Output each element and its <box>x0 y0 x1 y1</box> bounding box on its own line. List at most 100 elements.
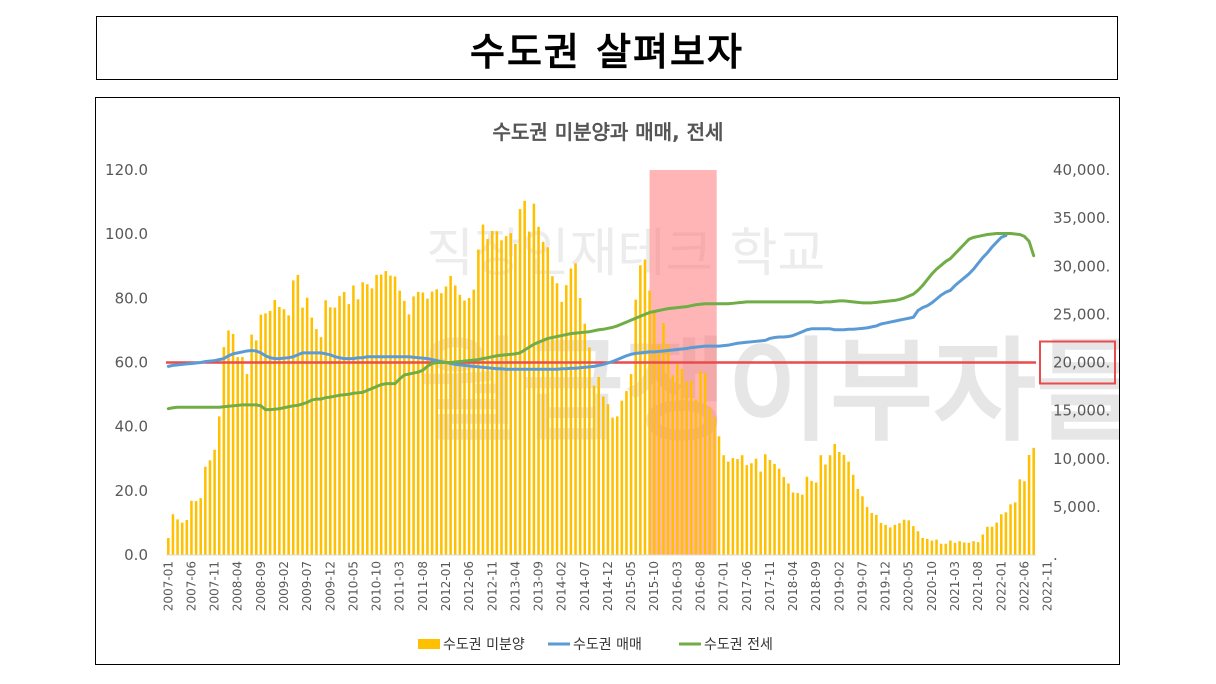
bar <box>754 458 758 555</box>
bar <box>851 474 855 555</box>
left-tick-label: 20.0 <box>115 482 148 500</box>
bar <box>463 300 466 555</box>
bar <box>264 313 267 555</box>
bar <box>324 300 327 555</box>
bar <box>171 514 175 555</box>
legend-label: 수도권 매매 <box>573 637 642 653</box>
bar <box>796 493 799 555</box>
bar <box>856 488 860 555</box>
bar <box>241 357 244 555</box>
x-tick-label: 2008-09 <box>254 561 268 611</box>
bar <box>481 224 485 555</box>
bar <box>389 275 392 555</box>
x-tick-label: 2007-06 <box>184 561 198 611</box>
bar <box>296 274 300 555</box>
bar <box>569 268 573 555</box>
bar <box>861 496 864 555</box>
right-tick-label: 35,000. <box>1053 209 1110 227</box>
bar <box>208 460 212 555</box>
left-tick-label: 120.0 <box>105 161 148 179</box>
bar <box>583 323 587 555</box>
bar <box>1013 502 1017 555</box>
bar <box>167 537 170 555</box>
x-tick-label: 2010-10 <box>370 561 384 611</box>
bar <box>551 276 554 555</box>
bar <box>356 299 360 555</box>
left-tick-label: 40.0 <box>115 418 148 436</box>
x-tick-label: 2019-07 <box>855 561 869 611</box>
left-tick-label: 0.0 <box>124 546 148 564</box>
bar <box>398 290 401 555</box>
bar <box>967 542 971 555</box>
bar <box>527 231 531 555</box>
bar <box>319 337 323 555</box>
watermark-line1: 직장인재테크 학교 <box>426 224 825 284</box>
bar-series <box>167 200 1035 556</box>
bar <box>930 540 934 555</box>
bar <box>1023 481 1026 555</box>
bar <box>518 209 522 555</box>
x-tick-label: 2007-11 <box>208 561 222 611</box>
bar <box>338 296 341 555</box>
bar <box>541 241 545 555</box>
bar <box>273 299 277 555</box>
bar <box>726 461 730 555</box>
x-tick-label: 2022-06 <box>1017 561 1031 611</box>
bar <box>625 391 628 555</box>
right-tick-label: 25,000. <box>1053 305 1110 323</box>
bar <box>370 288 374 555</box>
bar <box>403 300 406 555</box>
bar <box>486 238 489 555</box>
bar <box>222 347 226 555</box>
bar <box>657 344 661 555</box>
bar <box>884 524 887 555</box>
bar <box>814 482 818 555</box>
bar <box>925 538 929 555</box>
bar <box>467 298 471 555</box>
bar <box>666 344 670 555</box>
bar <box>879 522 883 555</box>
bar <box>310 317 314 555</box>
bar <box>602 396 605 555</box>
bar <box>912 526 915 555</box>
bar <box>764 454 767 555</box>
bar <box>722 455 725 555</box>
x-tick-label: 2015-05 <box>624 561 638 611</box>
bar <box>361 282 364 555</box>
bar <box>384 271 388 555</box>
bar <box>347 304 351 555</box>
left-tick-label: 60.0 <box>115 354 148 372</box>
bar <box>875 514 878 555</box>
legend-swatch <box>418 639 440 649</box>
bar <box>916 531 920 555</box>
bar <box>949 540 952 555</box>
bar <box>449 275 452 555</box>
bar <box>490 230 494 556</box>
bar <box>893 524 897 555</box>
bar <box>282 309 286 555</box>
chart-frame: 직장인재테크 학교 월급쟁이부자들 0.0 20.0 40.0 60.0 80.0 100… <box>95 97 1120 665</box>
bar <box>902 519 906 555</box>
reference-label-box <box>1039 340 1116 385</box>
bar <box>958 541 961 555</box>
bar <box>379 274 383 555</box>
bar <box>555 283 559 555</box>
left-tick-label: 100.0 <box>105 225 148 243</box>
x-tick-label: 2007-01 <box>161 561 175 611</box>
bar <box>819 455 823 555</box>
bar <box>791 492 795 555</box>
bar <box>259 314 263 555</box>
watermark-line2: 월급쟁이부자들 <box>418 327 1119 457</box>
x-tick-label: 2011-03 <box>393 561 407 611</box>
left-tick-label: 80.0 <box>115 289 148 307</box>
bar <box>1009 504 1012 555</box>
bar <box>777 468 781 555</box>
bar <box>717 436 721 555</box>
bar <box>685 381 688 555</box>
bar <box>935 539 938 555</box>
bar <box>421 292 425 555</box>
bar <box>898 523 901 555</box>
x-tick-label: 2020-10 <box>925 561 939 611</box>
bar <box>768 460 772 555</box>
x-tick-label: 2010-05 <box>346 561 360 611</box>
